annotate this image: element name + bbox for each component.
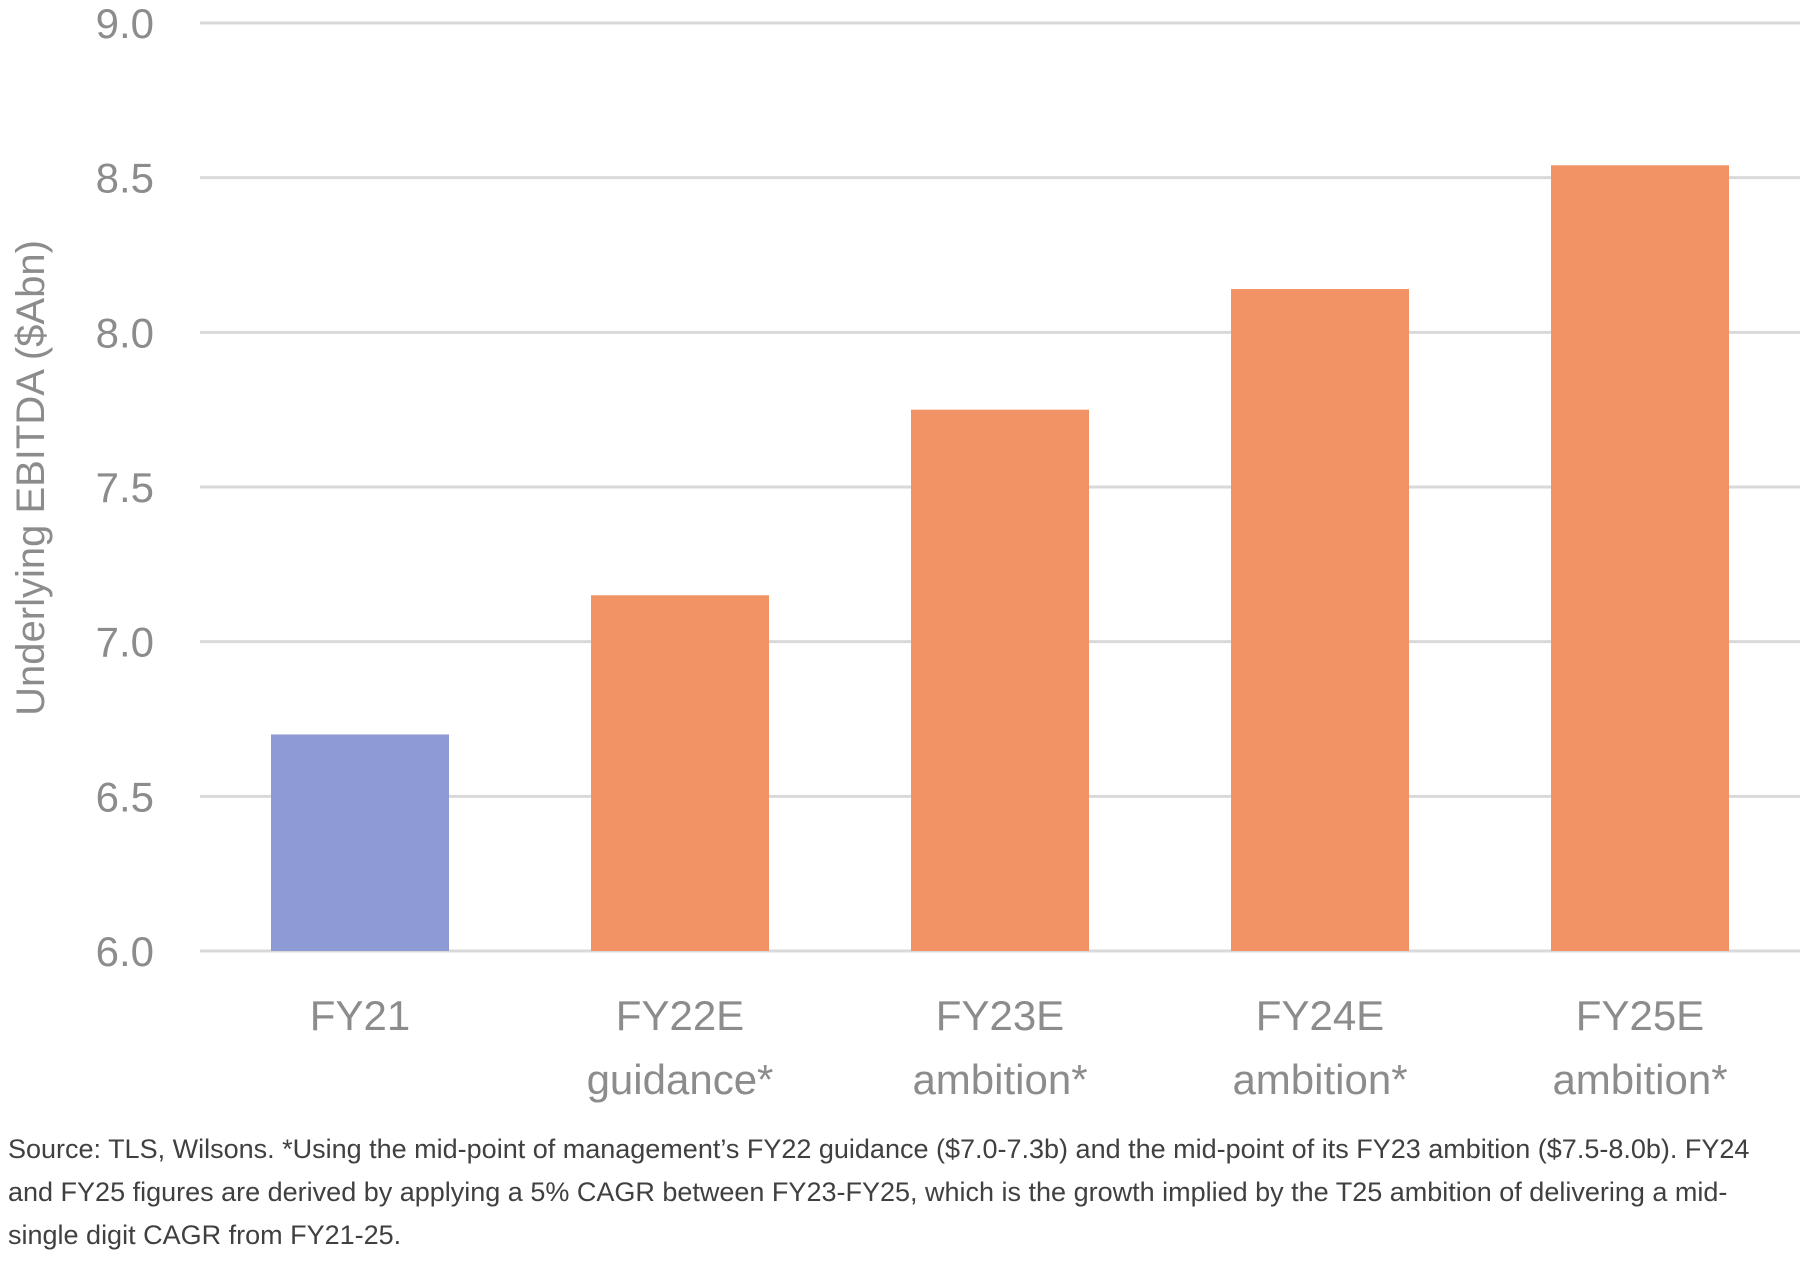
y-tick-label: 8.5 [96,155,154,202]
bar-chart: 6.0 6.5 7.0 7.5 8.0 8.5 9.0 FY21 FY22E guidance*… [9,0,1800,1103]
x-category-label: ambition* [1232,1056,1407,1103]
y-axis-label: Underlying EBITDA ($Abn) [9,240,53,716]
bar [1551,165,1729,951]
y-tick-label: 8.0 [96,309,154,356]
x-category-label: FY24E [1256,992,1384,1039]
y-tick-label: 6.5 [96,773,154,820]
x-category-label: FY23E [936,992,1064,1039]
bar [911,409,1089,952]
y-tick-label: 7.0 [96,619,154,666]
y-tick-label: 7.5 [96,464,154,511]
bars [271,165,1729,952]
x-category-label: FY25E [1576,992,1704,1039]
source-footnote: Source: TLS, Wilsons. *Using the mid-poi… [8,1134,1750,1250]
x-category-label: ambition* [912,1056,1087,1103]
bar [591,595,769,951]
x-category-label: FY22E [616,992,744,1039]
bar [1231,289,1409,951]
y-axis-ticks: 6.0 6.5 7.0 7.5 8.0 8.5 9.0 [96,0,154,975]
y-tick-label: 6.0 [96,928,154,975]
x-axis-labels: FY21 FY22E guidance* FY23E ambition* FY24E amb… [310,992,1728,1103]
x-category-label: FY21 [310,992,410,1039]
x-category-label: guidance* [587,1056,774,1103]
y-tick-label: 9.0 [96,0,154,47]
x-category-label: ambition* [1552,1056,1727,1103]
bar [271,734,449,951]
